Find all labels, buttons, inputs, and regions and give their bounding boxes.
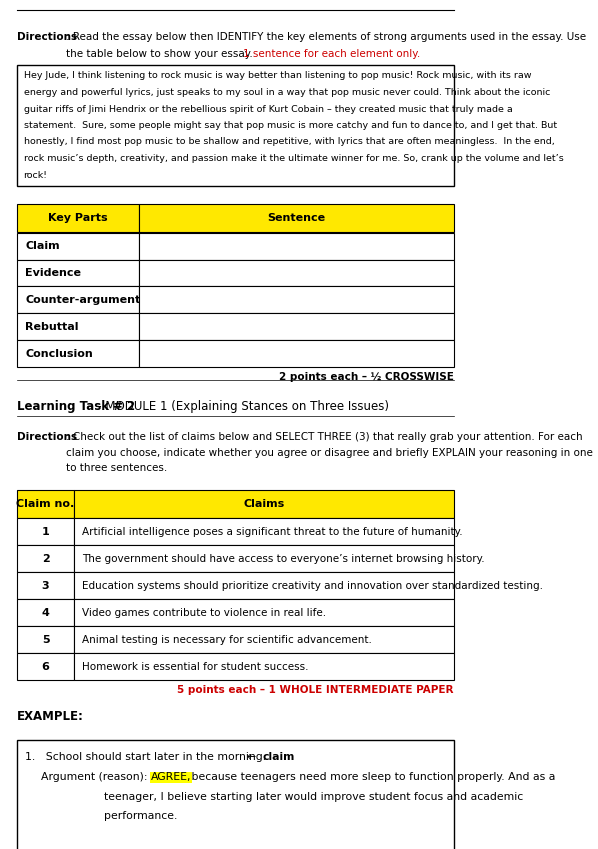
Text: AGREE,: AGREE, bbox=[151, 773, 191, 783]
Text: 1 sentence for each element only.: 1 sentence for each element only. bbox=[243, 49, 420, 59]
Text: 2: 2 bbox=[42, 554, 50, 564]
Text: to three sentences.: to three sentences. bbox=[66, 464, 167, 474]
Text: : Check out the list of claims below and SELECT THREE (3) that really grab your : : Check out the list of claims below and… bbox=[66, 432, 582, 442]
FancyBboxPatch shape bbox=[139, 340, 454, 368]
Text: Evidence: Evidence bbox=[25, 268, 81, 278]
FancyBboxPatch shape bbox=[74, 572, 454, 599]
FancyBboxPatch shape bbox=[17, 491, 74, 519]
Text: Learning Task # 2: Learning Task # 2 bbox=[17, 401, 135, 413]
FancyBboxPatch shape bbox=[17, 233, 139, 260]
Text: energy and powerful lyrics, just speaks to my soul in a way that pop music never: energy and powerful lyrics, just speaks … bbox=[23, 88, 550, 97]
FancyBboxPatch shape bbox=[139, 233, 454, 260]
FancyBboxPatch shape bbox=[139, 205, 454, 233]
Text: Conclusion: Conclusion bbox=[25, 349, 93, 359]
Text: because teenagers need more sleep to function properly. And as a: because teenagers need more sleep to fun… bbox=[188, 773, 556, 783]
Text: Claim no.: Claim no. bbox=[16, 499, 75, 509]
FancyBboxPatch shape bbox=[74, 599, 454, 627]
FancyBboxPatch shape bbox=[74, 519, 454, 546]
FancyBboxPatch shape bbox=[17, 740, 454, 849]
Text: the table below to show your essay.: the table below to show your essay. bbox=[66, 49, 256, 59]
Text: Education systems should prioritize creativity and innovation over standardized : Education systems should prioritize crea… bbox=[82, 581, 542, 591]
Text: Animal testing is necessary for scientific advancement.: Animal testing is necessary for scientif… bbox=[82, 635, 371, 645]
FancyBboxPatch shape bbox=[17, 654, 74, 681]
FancyBboxPatch shape bbox=[74, 654, 454, 681]
FancyBboxPatch shape bbox=[139, 260, 454, 286]
Text: 2 points each – ½ CROSSWISE: 2 points each – ½ CROSSWISE bbox=[279, 373, 454, 383]
Text: Artificial intelligence poses a significant threat to the future of humanity.: Artificial intelligence poses a signific… bbox=[82, 527, 462, 537]
FancyBboxPatch shape bbox=[17, 627, 74, 654]
Text: 3: 3 bbox=[42, 581, 50, 591]
Text: Claim: Claim bbox=[25, 241, 60, 251]
Text: teenager, I believe starting later would improve student focus and academic: teenager, I believe starting later would… bbox=[103, 792, 523, 802]
FancyBboxPatch shape bbox=[17, 65, 454, 187]
FancyBboxPatch shape bbox=[139, 313, 454, 340]
FancyBboxPatch shape bbox=[17, 313, 139, 340]
FancyBboxPatch shape bbox=[17, 260, 139, 286]
Text: statement.  Sure, some people might say that pop music is more catchy and fun to: statement. Sure, some people might say t… bbox=[23, 121, 557, 130]
Text: guitar riffs of Jimi Hendrix or the rebellious spirit of Kurt Cobain – they crea: guitar riffs of Jimi Hendrix or the rebe… bbox=[23, 104, 512, 114]
Text: Hey Jude, I think listening to rock music is way better than listening to pop mu: Hey Jude, I think listening to rock musi… bbox=[23, 71, 531, 81]
Text: Rebuttal: Rebuttal bbox=[25, 322, 78, 332]
Text: ←: ← bbox=[246, 752, 263, 762]
Text: 4: 4 bbox=[42, 608, 50, 618]
FancyBboxPatch shape bbox=[17, 572, 74, 599]
FancyBboxPatch shape bbox=[74, 491, 454, 519]
Text: – MODULE 1 (Explaining Stances on Three Issues): – MODULE 1 (Explaining Stances on Three … bbox=[92, 401, 389, 413]
FancyBboxPatch shape bbox=[17, 599, 74, 627]
FancyBboxPatch shape bbox=[17, 519, 74, 546]
Text: 1: 1 bbox=[42, 527, 50, 537]
FancyBboxPatch shape bbox=[74, 546, 454, 572]
Text: Video games contribute to violence in real life.: Video games contribute to violence in re… bbox=[82, 608, 326, 618]
FancyBboxPatch shape bbox=[17, 340, 139, 368]
FancyBboxPatch shape bbox=[17, 546, 74, 572]
Text: EXAMPLE:: EXAMPLE: bbox=[17, 711, 84, 723]
FancyBboxPatch shape bbox=[139, 286, 454, 313]
Text: 5 points each – 1 WHOLE INTERMEDIATE PAPER: 5 points each – 1 WHOLE INTERMEDIATE PAP… bbox=[177, 685, 454, 695]
Text: Directions: Directions bbox=[17, 432, 77, 442]
Text: Key Parts: Key Parts bbox=[48, 213, 108, 223]
Text: Counter-argument: Counter-argument bbox=[25, 295, 141, 305]
Text: claim: claim bbox=[262, 752, 295, 762]
Text: rock music’s depth, creativity, and passion make it the ultimate winner for me. : rock music’s depth, creativity, and pass… bbox=[23, 154, 563, 163]
Text: rock!: rock! bbox=[23, 171, 48, 179]
FancyBboxPatch shape bbox=[17, 286, 139, 313]
Text: : Read the essay below then IDENTIFY the key elements of strong arguments used i: : Read the essay below then IDENTIFY the… bbox=[66, 32, 586, 42]
Text: Claims: Claims bbox=[243, 499, 285, 509]
Text: Argument (reason): I: Argument (reason): I bbox=[41, 773, 158, 783]
FancyBboxPatch shape bbox=[17, 205, 139, 233]
Text: Homework is essential for student success.: Homework is essential for student succes… bbox=[82, 662, 308, 672]
Text: claim you choose, indicate whether you agree or disagree and briefly EXPLAIN you: claim you choose, indicate whether you a… bbox=[66, 448, 593, 458]
Text: 5: 5 bbox=[42, 635, 50, 645]
Text: performance.: performance. bbox=[103, 812, 177, 822]
Text: 1.   School should start later in the morning.: 1. School should start later in the morn… bbox=[25, 752, 270, 762]
FancyBboxPatch shape bbox=[74, 627, 454, 654]
Text: honestly, I find most pop music to be shallow and repetitive, with lyrics that a: honestly, I find most pop music to be sh… bbox=[23, 138, 554, 147]
Text: The government should have access to everyone’s internet browsing history.: The government should have access to eve… bbox=[82, 554, 484, 564]
Text: 6: 6 bbox=[42, 662, 50, 672]
Text: Sentence: Sentence bbox=[267, 213, 325, 223]
Text: Directions: Directions bbox=[17, 32, 77, 42]
